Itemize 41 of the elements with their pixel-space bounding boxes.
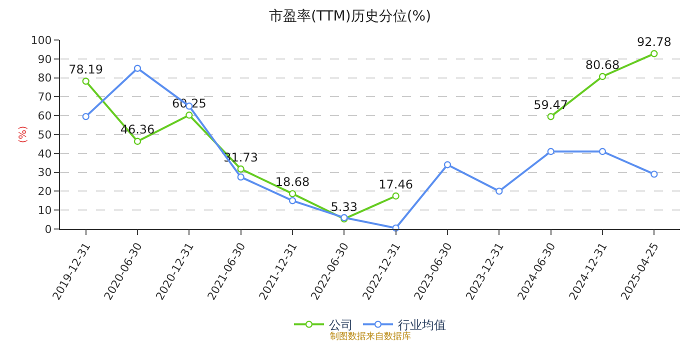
point: [134, 138, 142, 145]
text: 制图数据来自数据库: [330, 331, 411, 342]
point: [650, 170, 658, 178]
y-tick-label: 80: [38, 72, 52, 85]
data-label: 78.19: [68, 62, 104, 76]
y-tick-label: 10: [38, 204, 52, 217]
data-label: 80.68: [585, 58, 620, 72]
y-tick-label: 20: [38, 185, 52, 198]
point: [496, 188, 503, 195]
point: [392, 192, 400, 200]
y-tick-label: 50: [38, 128, 52, 142]
point: [547, 148, 554, 156]
chart-title: 市盈率(TTM)历史分位(%): [268, 8, 432, 24]
point: [650, 50, 658, 58]
point: [134, 64, 142, 72]
y-tick-label: 0: [44, 222, 52, 236]
y-axis-title: (%): [18, 126, 29, 144]
y-tick-label: 90: [38, 52, 52, 66]
y-tick-label: 70: [38, 90, 52, 104]
point: [186, 112, 193, 119]
point: [547, 113, 554, 120]
data-label: 17.46: [378, 177, 414, 192]
legend-label: 公司: [329, 318, 353, 332]
y-tick-label: 100: [30, 34, 52, 47]
y-tick-label: 60: [38, 109, 52, 122]
point: [288, 190, 296, 198]
legend-label: 行业均值: [398, 318, 446, 332]
point: [237, 165, 244, 173]
y-tick-label: 40: [38, 147, 52, 160]
point: [288, 197, 296, 204]
data-label: 18.68: [275, 174, 310, 189]
point: [598, 148, 606, 156]
data-label: 5.33: [330, 200, 358, 214]
point: [598, 72, 606, 80]
point: [82, 78, 90, 85]
data-label: 92.78: [636, 34, 672, 49]
point: [82, 112, 90, 120]
point: [444, 161, 452, 168]
y-tick-label: 30: [38, 166, 52, 180]
point: [237, 173, 244, 181]
data-label: 59.47: [534, 98, 568, 112]
